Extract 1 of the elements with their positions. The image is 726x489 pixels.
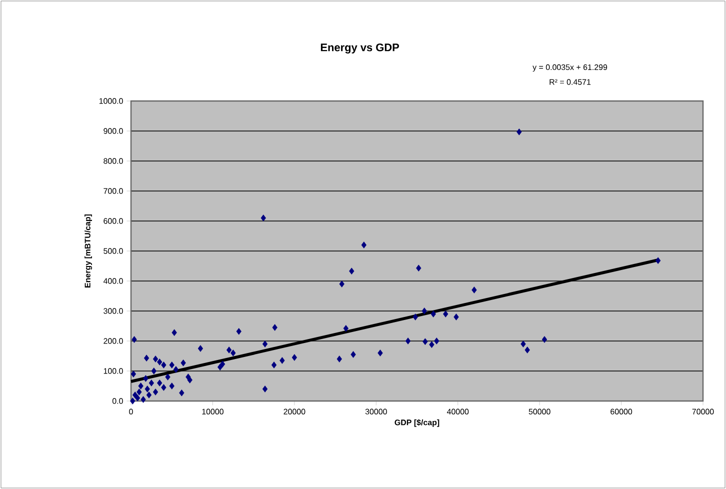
chart-title: Energy vs GDP	[320, 44, 400, 54]
